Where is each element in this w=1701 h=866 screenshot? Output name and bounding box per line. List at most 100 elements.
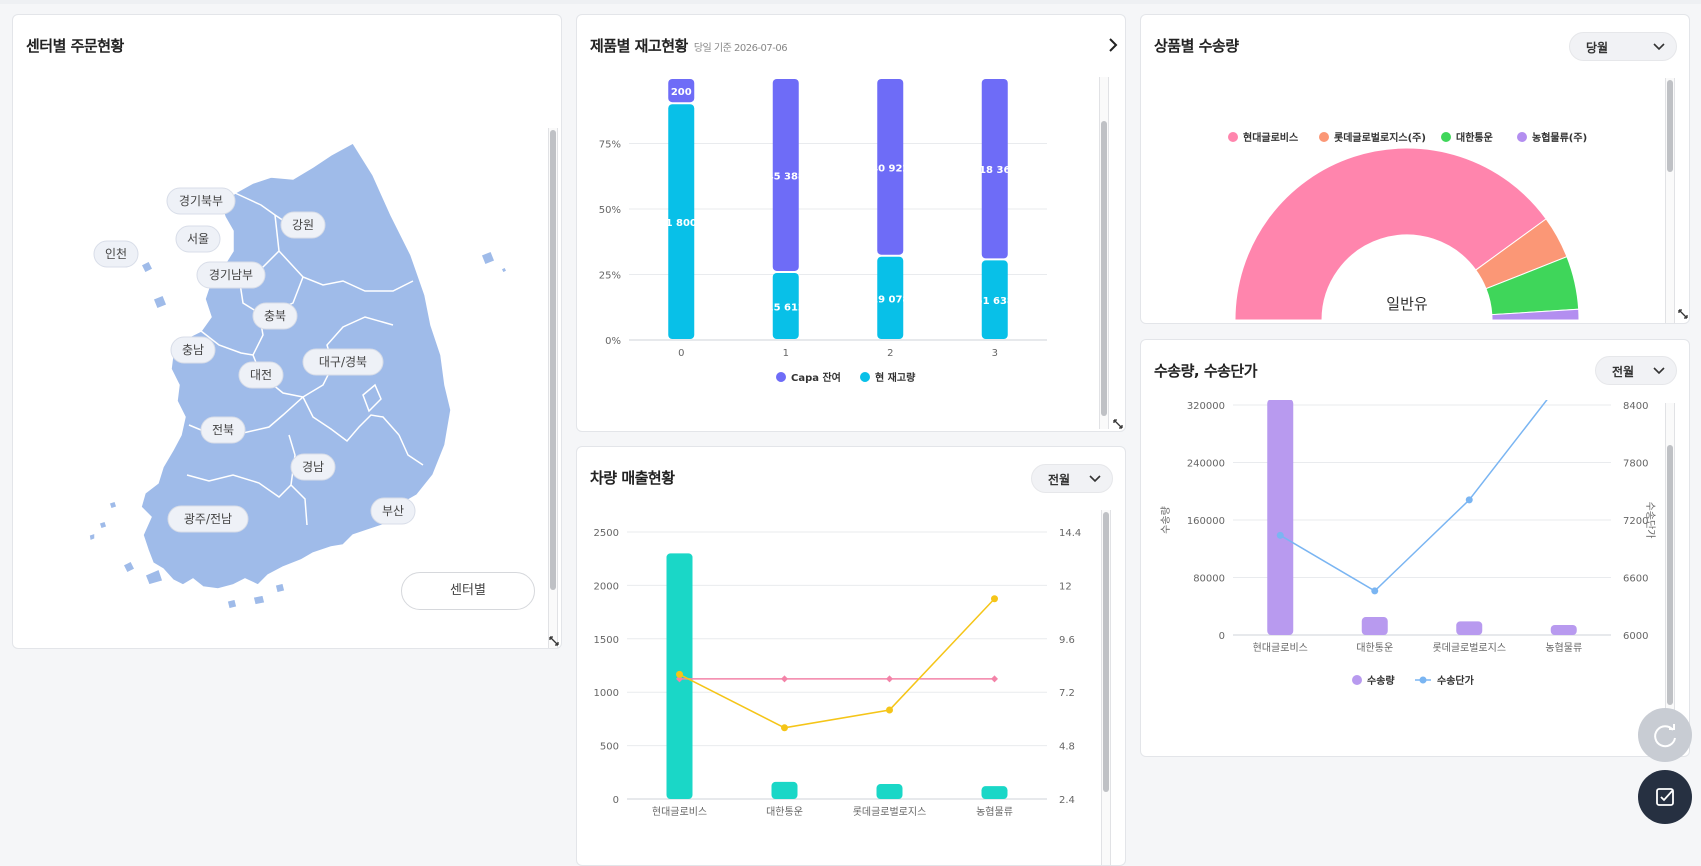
region-badge-2[interactable] (93, 240, 139, 268)
checklist-button[interactable] (1638, 770, 1692, 824)
veh-xtick-3: 농협물류 (976, 805, 1013, 818)
veh-line_pink-point-1 (781, 675, 788, 683)
pie-legend-label-0: 현대글로비스 (1243, 131, 1298, 144)
inv-label-stock-2: 19 078 (871, 294, 909, 305)
inventory-title: 제품별 재고현황 당일 기준 2026-07-06 (590, 35, 788, 56)
vol-ytick-left: 160000 (1187, 516, 1225, 527)
shipping-by-product-scrollbar[interactable] (1665, 78, 1675, 323)
region-badge-4[interactable] (196, 261, 266, 289)
region-label-10: 경남 (302, 460, 324, 474)
veh-line_pink-point-3 (991, 675, 998, 683)
pie-legend-swatch-3 (1517, 132, 1527, 142)
legend-label-capa: Capa 잔여 (791, 371, 841, 384)
region-label-0: 경기북부 (179, 194, 223, 208)
veh-bar-3 (981, 786, 1008, 799)
region-badge-6[interactable] (170, 336, 216, 364)
volume-scrollbar-thumb[interactable] (1667, 445, 1673, 705)
region-badge-11[interactable] (167, 505, 249, 533)
vol-ytick-right: 6600 (1623, 574, 1648, 585)
map-scrollbar-thumb[interactable] (550, 130, 556, 590)
inv-label-capa-0: 200 (671, 87, 692, 98)
inventory-scrollbar-thumb[interactable] (1101, 121, 1107, 416)
legend-swatch-capa (776, 372, 786, 382)
pie-slice-3[interactable] (1491, 308, 1580, 321)
vol-ylabel-left: 수송량 (1160, 506, 1172, 534)
region-badge-12[interactable] (370, 497, 416, 525)
inventory-chart: 0% 25% 50% 75% 1 800 200 0 15 612 45 388 1 19 078 4… (599, 79, 1047, 384)
inv-bar-capa-0 (668, 79, 695, 103)
vol-bar-1 (1361, 617, 1388, 635)
inv-label-capa-2: 40 922 (871, 163, 909, 174)
inv-bar-capa-2 (877, 79, 904, 255)
region-badge-8[interactable] (302, 348, 384, 376)
region-badge-9[interactable] (200, 416, 246, 444)
region-badge-1[interactable] (175, 225, 221, 253)
region-label-11: 광주/전남 (184, 512, 232, 526)
inv-bar-stock-3 (981, 260, 1008, 339)
veh-ytick-right: 9.6 (1059, 635, 1075, 646)
vol-bar-3 (1550, 624, 1577, 635)
vol-ytick-right: 8400 (1623, 401, 1648, 412)
region-label-9: 전북 (212, 423, 234, 437)
region-badge-3[interactable] (280, 211, 326, 239)
vehicle-sales-scrollbar[interactable] (1101, 510, 1111, 865)
shipping-scrollbar-thumb[interactable] (1667, 80, 1673, 172)
shipping-volume-scrollbar[interactable] (1665, 403, 1675, 755)
region-badge-0[interactable] (166, 187, 236, 215)
shipping-by-product-period-dropdown[interactable]: 당월 (1569, 32, 1677, 61)
veh-ytick-right: 14.4 (1059, 528, 1081, 539)
region-label-4: 경기남부 (209, 268, 253, 282)
pie-legend-swatch-1 (1319, 132, 1329, 142)
region-label-1: 서울 (187, 232, 209, 246)
map-scrollbar[interactable] (548, 128, 558, 648)
pie-center-label: 일반유 (1386, 295, 1428, 313)
inv-xtick-2: 2 (887, 348, 893, 359)
resize-handle-icon[interactable] (548, 635, 560, 647)
vol-legend-label-line: 수송단가 (1437, 674, 1475, 687)
pie-slice-0[interactable] (1234, 147, 1547, 321)
veh-line_pink-point-0 (676, 675, 683, 683)
period-value: 전월 (1048, 473, 1071, 487)
vol-xtick-1: 대한통운 (1356, 642, 1393, 654)
shipping-volume-title: 수송량, 수송단가 (1154, 362, 1258, 380)
region-badge-7[interactable] (238, 361, 284, 389)
vol-ytick-left: 0 (1219, 631, 1225, 642)
legend-swatch-stock (860, 372, 870, 382)
veh-xtick-2: 롯데글로벌로지스 (853, 806, 927, 818)
inventory-subtitle: 당일 기준 2026-07-06 (693, 43, 788, 54)
resize-handle-icon[interactable] (1677, 308, 1689, 320)
veh-line_yellow-point-1 (781, 724, 788, 732)
veh-ytick-left: 1000 (594, 688, 619, 699)
vehicle-sales-period-dropdown[interactable]: 전월 (1031, 464, 1113, 493)
shipping-volume-period-dropdown[interactable]: 전월 (1595, 356, 1677, 385)
refresh-button[interactable] (1638, 708, 1692, 762)
region-label-7: 대전 (250, 368, 272, 382)
region-badge-10[interactable] (290, 453, 336, 481)
shipping-by-product-card: 상품별 수송량 당월 현대글로비스 롯데글로벌로지스(주) 대한통운 농협물류(주) 일… (1140, 14, 1690, 324)
vol-ytick-right: 7200 (1623, 516, 1648, 527)
refresh-icon (1654, 724, 1676, 748)
inventory-scrollbar[interactable] (1099, 77, 1109, 429)
inv-label-capa-1: 45 388 (767, 171, 805, 182)
center-view-button[interactable]: 센터별 (401, 572, 535, 610)
veh-ytick-left: 2000 (594, 581, 619, 592)
vol-xtick-2: 롯데글로벌로지스 (1432, 642, 1506, 654)
resize-handle-icon[interactable] (1112, 418, 1124, 430)
region-label-3: 강원 (292, 218, 314, 232)
region-label-5: 충북 (264, 309, 286, 323)
vol-xtick-3: 농협물류 (1545, 641, 1582, 654)
veh-line_pink-point-2 (886, 675, 893, 683)
vehicle-scrollbar-thumb[interactable] (1103, 512, 1109, 792)
chevron-down-icon (1089, 475, 1101, 483)
inv-label-stock-3: 51 638 (976, 296, 1014, 307)
region-badge-5[interactable] (252, 302, 298, 330)
veh-line_yellow (679, 598, 996, 729)
vol-ytick-left: 80000 (1193, 574, 1225, 585)
period-value: 전월 (1612, 365, 1635, 379)
pie-legend-swatch-2 (1441, 132, 1451, 142)
chevron-right-icon[interactable] (1105, 37, 1121, 53)
inv-ytick: 25% (599, 271, 621, 282)
vol-ytick-right: 7800 (1623, 459, 1648, 470)
veh-ytick-left: 500 (600, 742, 619, 753)
